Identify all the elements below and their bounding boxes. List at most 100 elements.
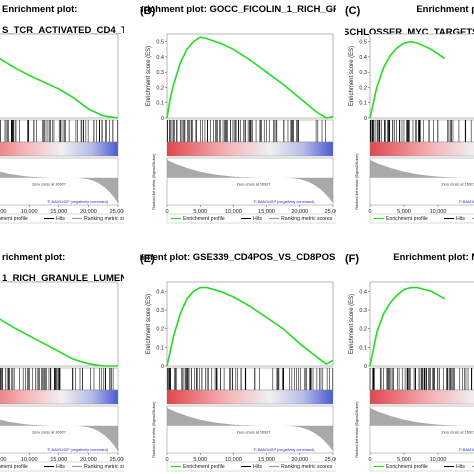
x-tick-label: 20,000 xyxy=(291,209,308,215)
es-frame xyxy=(369,281,474,367)
y-tick-label: 0 xyxy=(364,116,367,122)
legend-metric-label: Ranking metric scores xyxy=(84,216,136,222)
es-frame xyxy=(0,281,119,367)
plot-title: Enrichment pl xyxy=(416,4,474,15)
panel-body: Enrichment plot: GOCC_FICOLIN_1_RICH_GRA… xyxy=(140,4,342,224)
zero-cross-label: Zero cross at 16927 xyxy=(32,431,66,435)
enrichment-profile-line xyxy=(0,57,119,119)
x-tick-label: 25,000 xyxy=(110,457,127,463)
legend-profile-label: Enrichment profile xyxy=(183,216,225,222)
plot-title: S_TCR_ACTIVATED_CD4_TCELL_ xyxy=(2,25,158,36)
x-tick-label: 0 xyxy=(368,457,371,463)
es-ylabel: Enrichment score (ES) xyxy=(349,46,355,106)
y-tick-label: 0.3 xyxy=(359,70,367,76)
x-tick-label: 10,000 xyxy=(430,457,447,463)
negative-label: 'P-BAM1HSP (negatively correlated) xyxy=(458,200,474,204)
y-tick-label: 0.1 xyxy=(359,345,367,351)
panel-1: Enrichment plot: S_TCR_ACTIVATED_CD4_TCEL… xyxy=(0,4,158,224)
es-frame xyxy=(166,33,334,119)
legend-hits-label: Hits xyxy=(56,464,65,470)
legend-box xyxy=(166,213,336,224)
es-ylabel: Enrichment score (ES) xyxy=(146,294,152,354)
x-tick-label: 10,000 xyxy=(21,457,38,463)
y-tick-label: 0.5 xyxy=(156,40,164,46)
y-tick-label: 0.4 xyxy=(156,289,164,295)
x-tick-label: 20,000 xyxy=(80,209,97,215)
legend-box xyxy=(0,461,124,472)
legend: Enrichment profile Hits Ranking metric sco… xyxy=(166,213,336,224)
y-tick-label: 0.3 xyxy=(156,308,164,314)
zero-cross-label: Zero cross at 16927 xyxy=(441,183,474,187)
legend-metric-label: Ranking metric scores xyxy=(281,464,333,470)
y-tick-label: 0.2 xyxy=(359,327,367,333)
ranked-list-bar xyxy=(166,141,334,157)
x-tick-label: 0 xyxy=(165,457,168,463)
y-tick-label: 0.1 xyxy=(359,101,367,107)
x-tick-label: 10,000 xyxy=(225,209,242,215)
x-tick-label: 20,000 xyxy=(291,457,308,463)
enrichment-profile-line xyxy=(369,40,446,119)
zero-cross-label: Zero cross at 16927 xyxy=(237,431,271,435)
zero-cross-label: Zero cross at 16927 xyxy=(237,183,271,187)
ranked-list-bar xyxy=(166,389,334,405)
legend-metric-label: Ranking metric scores xyxy=(281,216,333,222)
x-tick-label: 25,000 xyxy=(110,209,127,215)
panel-body: richment plot: 1_RICH_GRANULE_LUMEN 'P-BAM… xyxy=(0,252,127,472)
enrichment-profile-line xyxy=(369,286,446,367)
legend-hits-label: Hits xyxy=(253,216,262,222)
rm-ylabel: Ranked list metric (Signal2Noise) xyxy=(355,153,359,210)
y-tick-label: 0.4 xyxy=(156,55,164,61)
panel-body: Enrichment plot: GSE339_CD4POS_VS_CD8POS… xyxy=(115,252,374,472)
y-tick-label: 0.2 xyxy=(359,85,367,91)
negative-label: 'P-BAM1HSP (negatively correlated) xyxy=(47,448,109,452)
y-tick-label: 0.1 xyxy=(156,101,164,107)
legend-profile-label: Enrichment profile xyxy=(0,216,28,222)
panel-5: Enrichment plot: GSE339_CD4POS_VS_CD8POS… xyxy=(115,252,374,472)
x-tick-label: 20,000 xyxy=(80,457,97,463)
plot-title: Enrichment plot: GSE339_CD4POS_VS_CD8POS… xyxy=(115,252,374,263)
legend-box xyxy=(369,461,474,472)
plot-title: Enrichment plot: MO xyxy=(393,252,474,263)
rm-ylabel: Ranked list metric (Signal2Noise) xyxy=(152,153,156,210)
y-tick-label: 0 xyxy=(364,364,367,370)
x-tick-label: 5,000 xyxy=(193,209,207,215)
plot-title: 1_RICH_GRANULE_LUMEN xyxy=(2,273,127,284)
legend-hits-label: Hits xyxy=(456,464,465,470)
x-tick-label: 10,000 xyxy=(430,209,447,215)
y-tick-label: 0 xyxy=(161,364,164,370)
panel-label: (E) xyxy=(140,253,155,265)
y-tick-label: 0.3 xyxy=(156,70,164,76)
ranking-metric-area xyxy=(370,160,474,178)
x-tick-label: 15,000 xyxy=(258,457,275,463)
es-ylabel: Enrichment score (ES) xyxy=(146,46,152,106)
x-tick-label: 5,000 xyxy=(397,209,411,215)
panel-2: Enrichment plot: GOCC_FICOLIN_1_RICH_GRA… xyxy=(140,4,342,224)
y-tick-label: 0.4 xyxy=(359,55,367,61)
x-tick-label: 5,000 xyxy=(193,457,207,463)
x-tick-label: 15,000 xyxy=(258,209,275,215)
metric-frame xyxy=(369,405,474,454)
plot-title: richment plot: xyxy=(2,252,65,263)
rm-ylabel: Ranked list metric (Signal2Noise) xyxy=(355,401,359,458)
panel-body: Enrichment plot: MO'P-BAM1HSP (positivel… xyxy=(349,252,474,472)
es-frame xyxy=(0,33,119,119)
legend-box xyxy=(0,213,124,224)
x-tick-label: 25,000 xyxy=(325,209,342,215)
legend-hits-label: Hits xyxy=(253,464,262,470)
rm-ylabel: Ranked list metric (Signal2Noise) xyxy=(152,401,156,458)
panel-3: Enrichment pl SCHLOSSER_MYC_TARGETS_RE 'P-… xyxy=(345,4,474,224)
legend-hits-label: Hits xyxy=(56,216,65,222)
legend: Enrichment profile Hits Ranking metric sco… xyxy=(0,213,136,224)
negative-label: 'P-BAM1HSP (negatively correlated) xyxy=(253,200,315,204)
zero-cross-label: Zero cross at 16927 xyxy=(32,183,66,187)
x-tick-label: 10,000 xyxy=(21,209,38,215)
panel-body: Enrichment plot: S_TCR_ACTIVATED_CD4_TCEL… xyxy=(0,4,158,224)
enrichment-profile-line xyxy=(166,36,334,119)
x-tick-label: 10,000 xyxy=(225,457,242,463)
y-tick-label: 0.1 xyxy=(156,345,164,351)
y-tick-label: 0.4 xyxy=(359,289,367,295)
x-tick-label: 5,000 xyxy=(0,457,6,463)
